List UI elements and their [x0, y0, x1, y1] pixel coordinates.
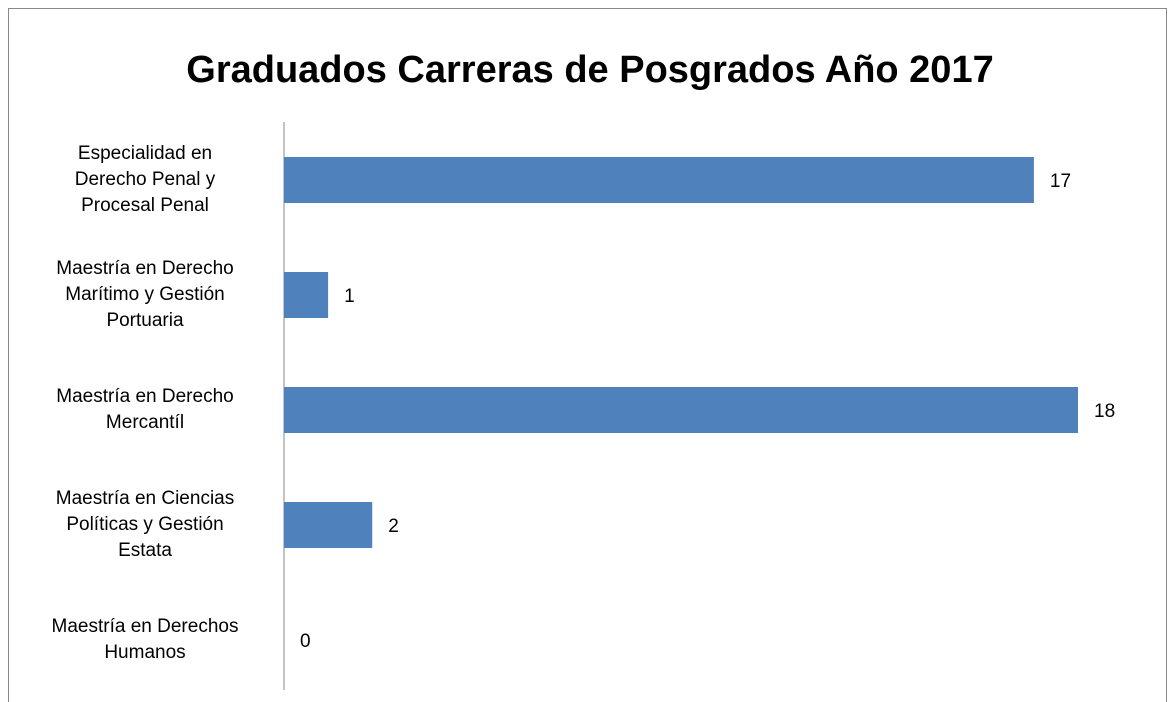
category-label: Mercantíl	[106, 412, 184, 433]
value-label: 2	[388, 516, 399, 537]
category-label: Marítimo y Gestión	[65, 284, 224, 305]
chart-border	[8, 8, 1167, 702]
category-label: Maestría en Derecho	[56, 386, 233, 407]
category-label: Portuaria	[106, 310, 184, 331]
category-label: Estata	[118, 540, 172, 561]
bar	[284, 272, 329, 318]
value-label: 1	[344, 286, 355, 307]
value-label: 18	[1094, 401, 1115, 422]
category-label: Especialidad en	[78, 143, 212, 164]
category-label: Maestría en Ciencias	[56, 488, 234, 509]
bar	[284, 502, 373, 548]
bar	[284, 157, 1034, 203]
chart-title: Graduados Carreras de Posgrados Año 2017	[186, 49, 993, 91]
category-label: Maestría en Derecho	[56, 258, 233, 279]
category-label: Maestría en Derechos	[52, 616, 239, 637]
value-label: 17	[1050, 171, 1071, 192]
category-label: Políticas y Gestión	[66, 514, 223, 535]
category-label: Humanos	[104, 642, 185, 663]
category-label: Procesal Penal	[81, 195, 209, 216]
category-label: Derecho Penal y	[75, 169, 216, 190]
value-label: 0	[300, 631, 311, 652]
bar	[284, 387, 1078, 433]
